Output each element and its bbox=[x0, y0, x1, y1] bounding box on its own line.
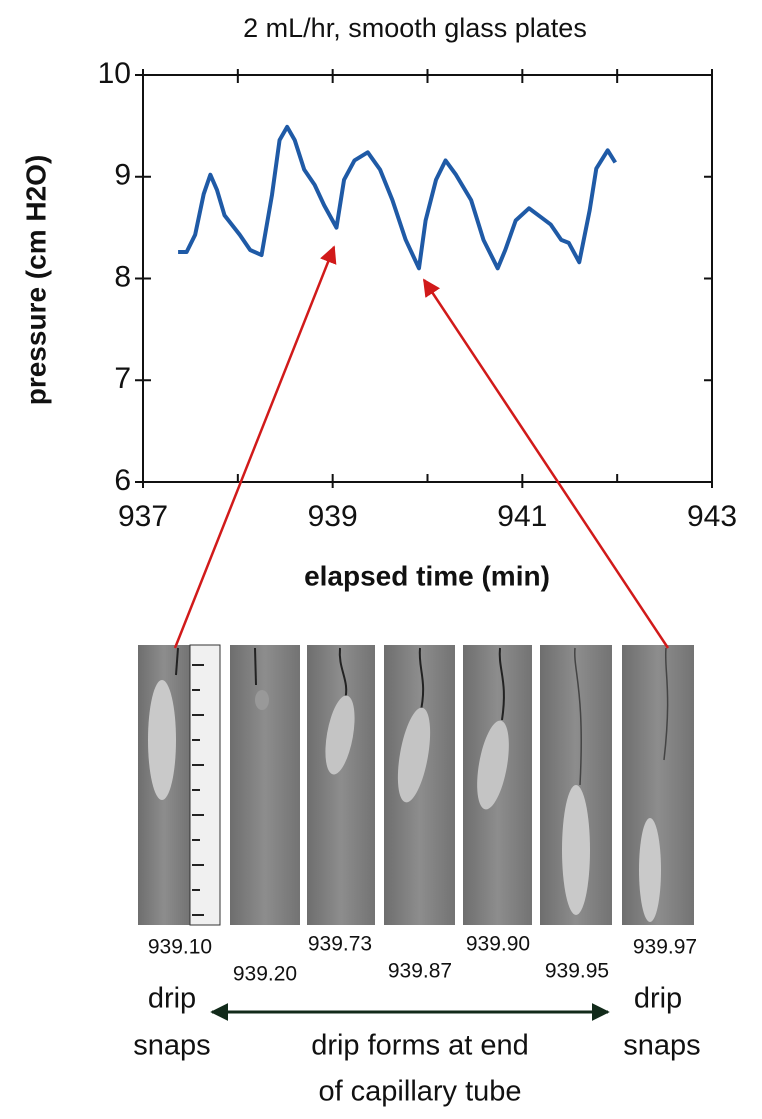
photo bbox=[307, 645, 375, 925]
caption: drip bbox=[148, 983, 196, 1015]
y-tick-label: 9 bbox=[114, 159, 131, 192]
ruler bbox=[189, 644, 221, 926]
drop bbox=[477, 720, 509, 810]
photo-label: 939.73 bbox=[308, 933, 372, 956]
y-tick-label: 8 bbox=[114, 260, 131, 293]
capillary bbox=[418, 647, 425, 716]
photo bbox=[230, 645, 300, 925]
x-tick-label: 937 bbox=[118, 500, 168, 533]
capillary bbox=[498, 647, 505, 721]
drop bbox=[562, 785, 590, 915]
caption: drip bbox=[634, 983, 682, 1015]
plot-frame bbox=[142, 74, 713, 483]
y-tick-label: 6 bbox=[114, 464, 131, 497]
photo-label: 939.97 bbox=[633, 936, 697, 959]
x-tick-label: 941 bbox=[497, 500, 547, 533]
photo-label: 939.10 bbox=[148, 936, 212, 959]
drop bbox=[148, 680, 176, 800]
caption: of capillary tube bbox=[318, 1076, 521, 1108]
capillary bbox=[663, 647, 669, 761]
caption: drip forms at end bbox=[311, 1030, 529, 1062]
capillary bbox=[338, 647, 348, 701]
photo-label: 939.90 bbox=[466, 933, 530, 956]
photo-label: 939.20 bbox=[233, 963, 297, 986]
y-axis-label: pressure (cm H2O) bbox=[20, 155, 51, 406]
y-tick-label: 7 bbox=[114, 362, 131, 395]
photo-label: 939.95 bbox=[545, 960, 609, 983]
pressure-line bbox=[178, 124, 617, 271]
capillary bbox=[175, 647, 179, 676]
pointer-arrow bbox=[173, 245, 337, 649]
chart-title: 2 mL/hr, smooth glass plates bbox=[243, 13, 587, 43]
drop bbox=[255, 690, 269, 710]
pointer-arrow bbox=[422, 278, 670, 649]
caption: snaps bbox=[133, 1030, 210, 1062]
photo-label: 939.87 bbox=[388, 960, 452, 983]
drop bbox=[325, 695, 355, 775]
y-tick-label: 10 bbox=[98, 57, 131, 90]
drop bbox=[397, 707, 431, 803]
drop bbox=[639, 818, 661, 922]
x-tick-label: 939 bbox=[308, 500, 358, 533]
capillary bbox=[254, 647, 257, 686]
ruler-ticks bbox=[192, 664, 204, 916]
photo-strip bbox=[138, 644, 694, 926]
capillary bbox=[574, 647, 582, 786]
caption: snaps bbox=[623, 1030, 700, 1062]
plot: 6 7 8 9 10 937 939 941 943 bbox=[98, 57, 737, 533]
x-tick-label: 943 bbox=[687, 500, 737, 533]
x-axis-label: elapsed time (min) bbox=[304, 560, 550, 591]
